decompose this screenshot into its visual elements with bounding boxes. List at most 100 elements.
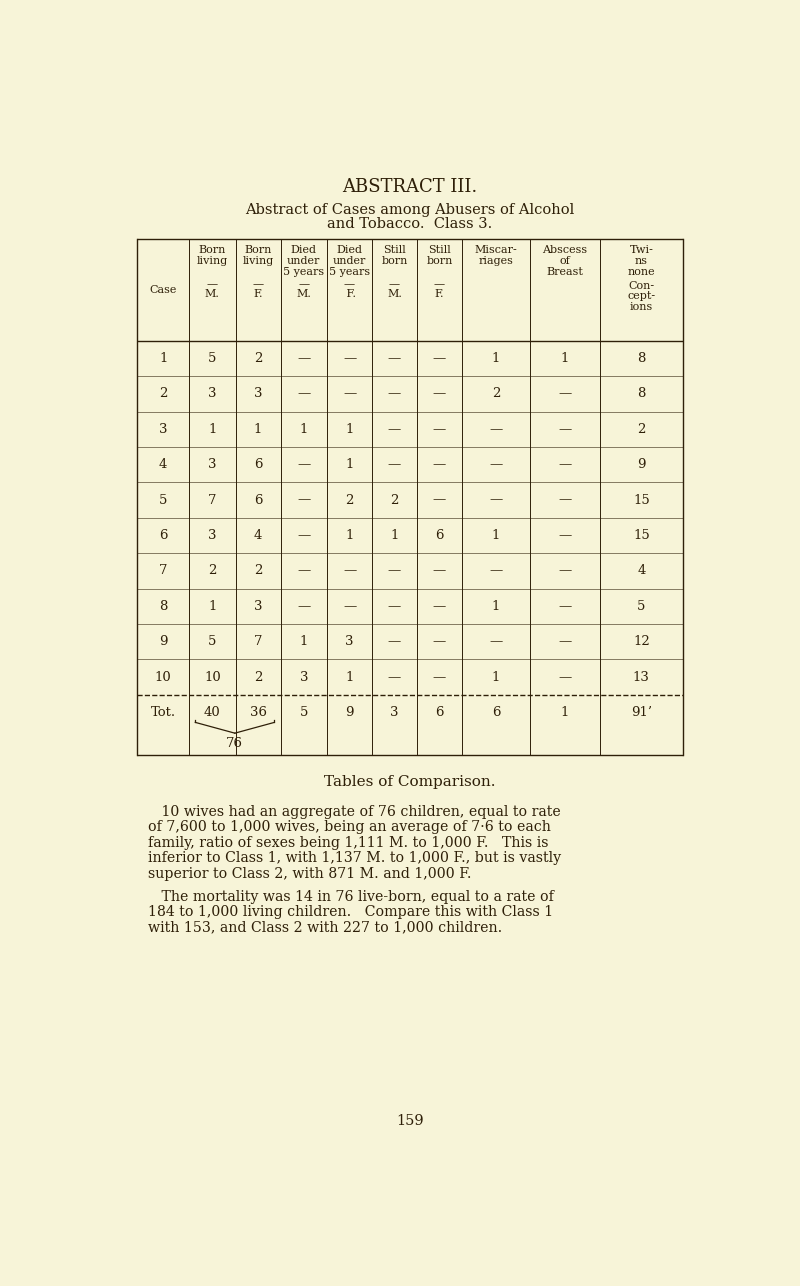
Text: —: — <box>298 529 310 541</box>
Text: Abscess: Abscess <box>542 246 587 255</box>
Text: F.: F. <box>343 289 356 300</box>
Text: of 7,600 to 1,000 wives, being an average of 7·6 to each: of 7,600 to 1,000 wives, being an averag… <box>148 820 551 835</box>
Text: 76: 76 <box>226 737 243 751</box>
Text: —: — <box>433 458 446 471</box>
Text: 8: 8 <box>637 352 646 365</box>
Text: Died: Died <box>291 246 317 255</box>
Text: 5: 5 <box>159 494 167 507</box>
Text: 1: 1 <box>492 352 500 365</box>
Text: 13: 13 <box>633 671 650 684</box>
Text: —: — <box>558 458 572 471</box>
Text: —: — <box>433 671 446 684</box>
Text: under: under <box>333 256 366 266</box>
Text: —: — <box>490 565 502 577</box>
Text: 1: 1 <box>561 706 569 719</box>
Text: riages: riages <box>478 256 514 266</box>
Text: Died: Died <box>337 246 362 255</box>
Text: —: — <box>298 458 310 471</box>
Text: M.: M. <box>296 289 311 300</box>
Text: 1: 1 <box>346 458 354 471</box>
Text: 1: 1 <box>390 529 398 541</box>
Text: —: — <box>298 565 310 577</box>
Text: —: — <box>298 387 310 400</box>
Text: and Tobacco.  Class 3.: and Tobacco. Class 3. <box>327 216 493 230</box>
Text: F.: F. <box>254 289 263 300</box>
Text: —: — <box>434 279 445 288</box>
Text: 1: 1 <box>254 423 262 436</box>
Text: Twi-: Twi- <box>630 246 654 255</box>
Text: 3: 3 <box>254 387 262 400</box>
Text: —: — <box>343 387 356 400</box>
Text: cept-: cept- <box>627 292 655 301</box>
Text: 5 years: 5 years <box>329 266 370 276</box>
Text: —: — <box>558 494 572 507</box>
Text: —: — <box>558 599 572 613</box>
Text: 4: 4 <box>637 565 646 577</box>
Text: Born: Born <box>198 246 226 255</box>
Text: Con-: Con- <box>628 280 654 291</box>
Text: 2: 2 <box>492 387 500 400</box>
Text: 7: 7 <box>159 565 167 577</box>
Text: —: — <box>433 565 446 577</box>
Text: —: — <box>490 423 502 436</box>
Text: 184 to 1,000 living children.   Compare this with Class 1: 184 to 1,000 living children. Compare th… <box>148 905 553 919</box>
Text: 1: 1 <box>159 352 167 365</box>
Text: —: — <box>298 279 310 288</box>
Text: —: — <box>433 423 446 436</box>
Text: 3: 3 <box>390 706 398 719</box>
Text: family, ratio of sexes being 1,111 M. to 1,000 F.   This is: family, ratio of sexes being 1,111 M. to… <box>148 836 549 850</box>
Text: 1: 1 <box>208 599 217 613</box>
Text: —: — <box>558 423 572 436</box>
Text: 5: 5 <box>300 706 308 719</box>
Text: ions: ions <box>630 302 653 312</box>
Text: Breast: Breast <box>546 266 583 276</box>
Text: M.: M. <box>205 289 220 300</box>
Text: Tot.: Tot. <box>150 706 176 719</box>
Text: 1: 1 <box>492 529 500 541</box>
Text: 6: 6 <box>159 529 167 541</box>
Text: 1: 1 <box>492 671 500 684</box>
Text: —: — <box>490 635 502 648</box>
Text: 3: 3 <box>159 423 167 436</box>
Text: 10: 10 <box>154 671 171 684</box>
Text: 1: 1 <box>300 635 308 648</box>
Text: 1: 1 <box>492 599 500 613</box>
Text: —: — <box>344 279 355 288</box>
Text: —: — <box>388 423 401 436</box>
Text: 5: 5 <box>208 352 217 365</box>
Text: —: — <box>388 565 401 577</box>
Text: 7: 7 <box>254 635 262 648</box>
Text: 9: 9 <box>159 635 167 648</box>
Text: 5: 5 <box>208 635 217 648</box>
Text: 6: 6 <box>254 458 262 471</box>
Text: 4: 4 <box>254 529 262 541</box>
Text: —: — <box>388 458 401 471</box>
Text: 1: 1 <box>300 423 308 436</box>
Text: 7: 7 <box>208 494 217 507</box>
Text: —: — <box>298 494 310 507</box>
Text: 6: 6 <box>435 706 444 719</box>
Text: 4: 4 <box>159 458 167 471</box>
Text: —: — <box>558 565 572 577</box>
Text: —: — <box>253 279 264 288</box>
Text: Case: Case <box>150 284 177 294</box>
Text: 2: 2 <box>346 494 354 507</box>
Text: —: — <box>343 352 356 365</box>
Text: Miscar-: Miscar- <box>474 246 518 255</box>
Text: 1: 1 <box>561 352 569 365</box>
Text: 1: 1 <box>208 423 217 436</box>
Text: 9: 9 <box>637 458 646 471</box>
Text: 8: 8 <box>637 387 646 400</box>
Text: 3: 3 <box>254 599 262 613</box>
Text: —: — <box>388 352 401 365</box>
Text: —: — <box>343 599 356 613</box>
Text: —: — <box>207 279 218 288</box>
Text: —: — <box>490 494 502 507</box>
Text: living: living <box>242 256 274 266</box>
Text: The mortality was 14 in 76 live-born, equal to a rate of: The mortality was 14 in 76 live-born, eq… <box>148 890 554 904</box>
Text: —: — <box>558 671 572 684</box>
Text: 1: 1 <box>346 671 354 684</box>
Text: 6: 6 <box>435 529 444 541</box>
Text: —: — <box>298 352 310 365</box>
Text: 6: 6 <box>492 706 500 719</box>
